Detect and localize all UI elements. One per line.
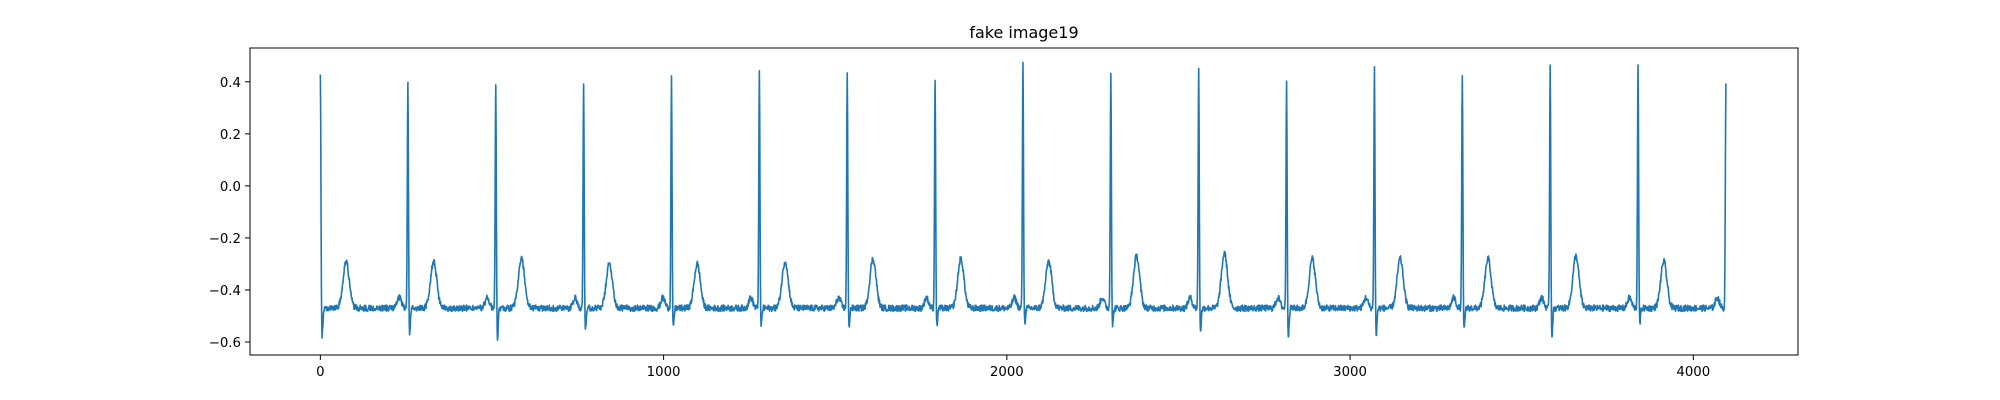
axes-frame [249,47,1799,356]
x-tick-label: 3000 [1333,365,1367,380]
y-tick-label: −0.6 [209,336,241,351]
y-tick-label: −0.4 [209,284,241,299]
axes: 0 1000 2000 3000 4000 −0.6 −0.4 −0.2 0.0 0.2 0.4 [209,47,1799,380]
y-tick-label: 0.2 [220,128,241,143]
x-tick-label: 0 [316,365,324,380]
plot-area [319,61,1727,341]
chart-title: fake image19 [969,23,1078,42]
y-tick-label: −0.2 [209,232,241,247]
y-tick-label: 0.4 [220,76,241,91]
ecg-series-line [319,61,1727,341]
x-tick-label: 2000 [990,365,1024,380]
x-tick-label: 1000 [647,365,681,380]
y-tick-label: 0.0 [220,180,241,195]
x-tick-label: 4000 [1676,365,1710,380]
